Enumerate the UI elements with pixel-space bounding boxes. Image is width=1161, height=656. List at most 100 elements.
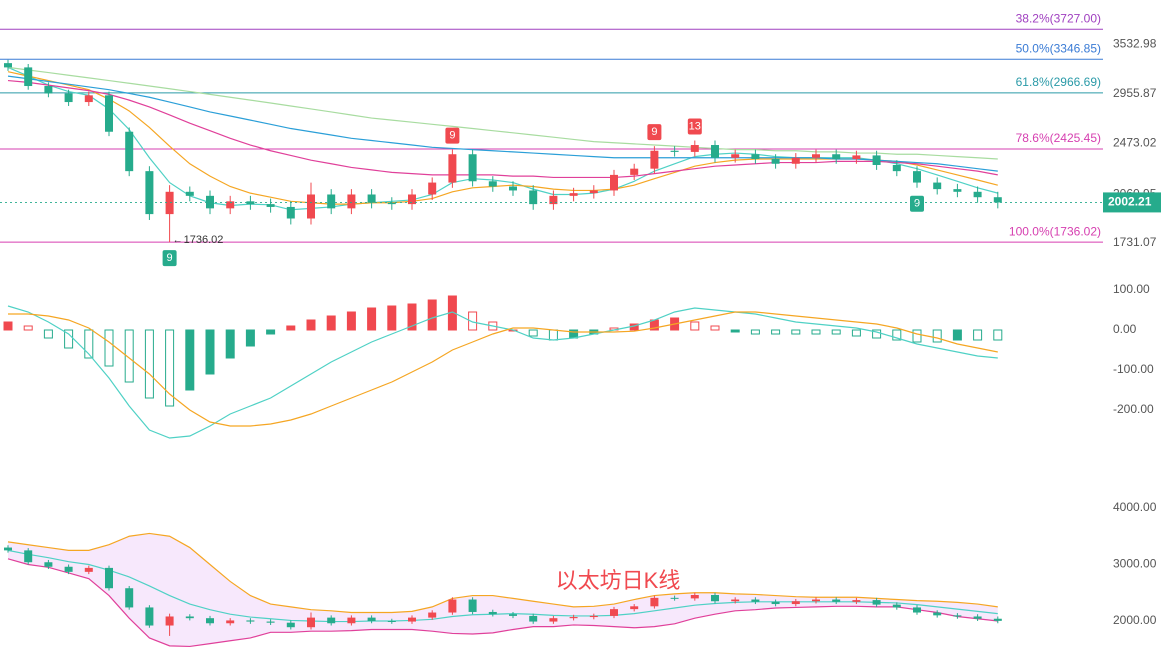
td-label: 9 [449,130,455,142]
candle-body [468,599,477,612]
candle-body [64,566,73,572]
macd-bar [346,311,356,331]
candle-body [185,616,194,619]
candle-body [933,182,942,190]
fib-label: 38.2%(3727.00) [1016,11,1101,25]
candle-body [650,150,659,169]
candle-body [650,597,659,607]
candle-body [125,588,134,608]
td-badge [687,118,702,135]
macd-bar [528,329,538,337]
last-price-box [1103,192,1161,213]
macd-bar [165,329,175,407]
candle-body [913,171,921,183]
candle-body [165,616,174,626]
td-label: 13 [689,120,701,132]
y-tick-label: 4000.00 [1113,500,1157,514]
candle-body [347,617,356,624]
low-label: 1736.02 [184,234,224,246]
td-badge [910,195,924,212]
candle-body [549,195,558,205]
macd-bar [266,329,276,335]
candle-body [266,204,275,207]
candle-body [226,620,235,624]
td-badge [162,250,177,267]
candle-body [953,189,962,192]
candle-body [529,190,538,205]
band-fill [8,533,998,647]
fib-label: 78.6%(2425.45) [1016,131,1101,145]
macd-bar [468,311,478,331]
candle-body [145,607,154,626]
y-tick-label: 2955.87 [1113,86,1157,100]
indicator-line [7,66,998,211]
candle-body [529,615,538,622]
candle-body [145,171,154,215]
candle-body [246,620,255,622]
macd-bar [811,329,821,335]
candle-body [307,194,315,219]
candle-body [24,550,33,563]
candle-body [428,612,437,618]
macd-bar [690,321,700,331]
candle-body [408,617,416,622]
candle-body [731,154,740,158]
candle-body [367,194,376,203]
candle-body [791,601,800,605]
candle-body [589,615,598,618]
candle-body [670,150,679,152]
candle-body [44,562,53,567]
y-tick-label: 3000.00 [1113,557,1157,571]
macd-bar [851,329,861,337]
candle-body [953,615,962,617]
td-badge [647,124,662,141]
candle-body [892,604,901,608]
candle-body [448,599,457,613]
candle-body [993,618,1002,621]
candle-body [690,145,699,152]
macd-bar [993,329,1003,341]
candle-body [751,599,760,602]
macd-bar [3,321,13,331]
candle-body [670,597,679,599]
macd-bar [387,305,397,331]
td-label: 9 [651,126,657,138]
candle-body [105,567,113,589]
fib-label: 50.0%(3346.85) [1016,41,1101,55]
macd-bar [245,329,255,347]
macd-bar [144,329,154,399]
candle-body [24,67,33,87]
candle-body [347,194,356,209]
macd-bar [750,329,760,335]
fib-label: 100.0%(1736.02) [1009,224,1101,238]
y-tick-label: 2000.00 [1113,613,1157,627]
candle-body [812,154,820,158]
candle-body [832,599,841,602]
candle-body [973,616,982,619]
macd-bar [912,329,922,343]
candle-body [307,617,315,628]
candle-body [852,155,861,159]
candle-body [4,63,12,68]
candle-body [791,157,800,164]
candle-body [488,181,497,187]
candle-body [387,621,396,622]
candle-body [569,193,578,196]
candle-body [185,191,194,196]
indicator-line [7,532,998,614]
candle-body [408,194,416,205]
candle-body [771,601,780,605]
candle-body [327,617,336,624]
candle-body [872,155,881,165]
candle-body [690,595,699,599]
candle-body [44,86,53,94]
candle-body [266,621,275,623]
macd-bar [548,329,558,341]
candle-body [327,194,336,209]
last-price: 2002.21 [1108,195,1152,209]
candle-body [84,567,93,572]
y-tick-label: -100.00 [1113,362,1154,376]
candle-body [872,600,881,605]
candle-body [731,599,740,602]
